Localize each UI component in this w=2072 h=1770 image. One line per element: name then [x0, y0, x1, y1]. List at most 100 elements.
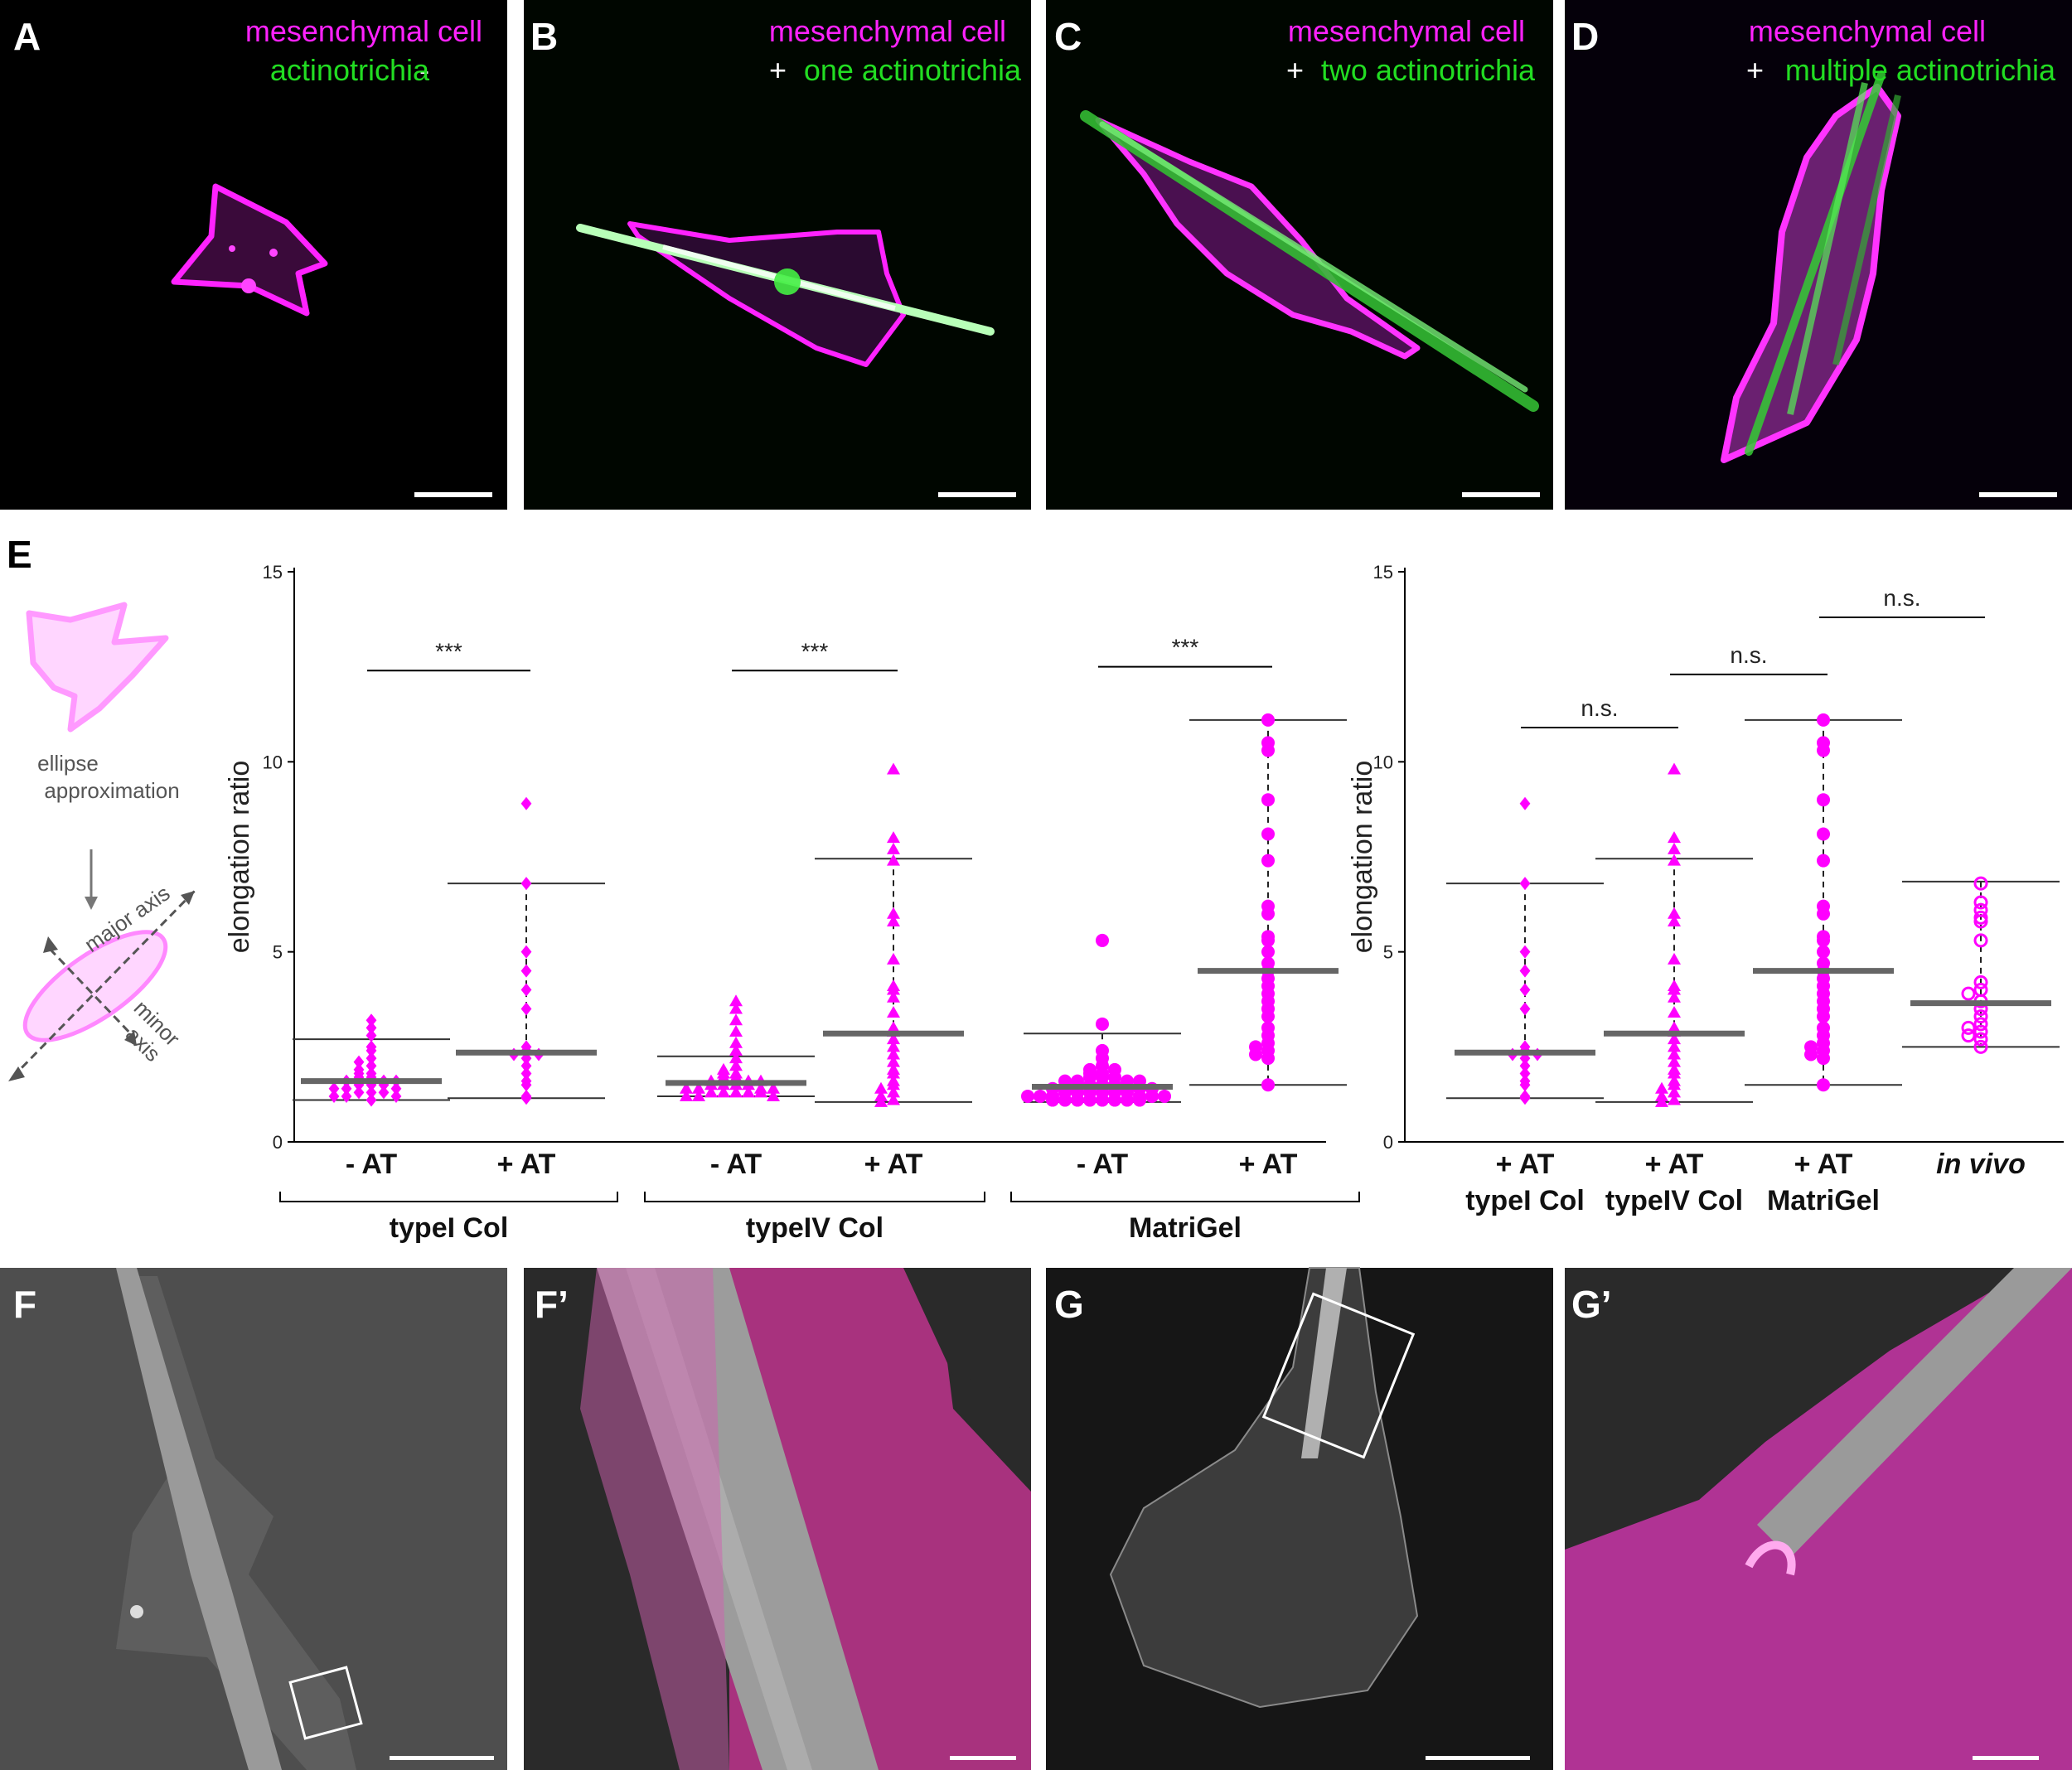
data-point: [520, 1078, 532, 1092]
data-point: [1973, 895, 1988, 910]
panel-g: G: [1046, 1267, 1553, 1770]
data-point: [1973, 1024, 1988, 1039]
data-point: [1058, 1093, 1072, 1107]
data-point: [341, 1081, 352, 1095]
data-point: [1655, 1081, 1668, 1094]
data-point: [1973, 933, 1988, 948]
data-point: [692, 1089, 705, 1101]
data-point: [1668, 831, 1681, 844]
data-point: [1261, 743, 1275, 757]
legend-cell-c: mesenchymal cell: [1288, 14, 1525, 48]
panel-letter-f: F: [13, 1283, 36, 1326]
panel-letter-b: B: [530, 15, 558, 58]
legend-cell-a: mesenchymal cell: [245, 14, 482, 48]
data-point: [1519, 945, 1531, 959]
major-axis-line: [11, 889, 196, 1079]
minor-axis-line: [48, 947, 134, 1037]
data-point: [366, 1059, 377, 1073]
legend-actinotrichia-a: actinotrichia: [270, 53, 430, 87]
data-point: [1145, 1089, 1159, 1103]
data-point: [1668, 952, 1681, 965]
data-point: [729, 1059, 743, 1071]
group-bracket: [1010, 1192, 1360, 1202]
panel-letter-e: E: [7, 533, 32, 576]
data-point: [887, 1032, 900, 1045]
y-axis-label: elongation ratio: [224, 761, 255, 954]
data-point: [729, 994, 743, 1007]
schematic-cell-icon: [26, 602, 169, 733]
data-point: [1668, 990, 1681, 1003]
legend-cell-b: mesenchymal cell: [769, 14, 1006, 48]
data-point: [366, 1071, 377, 1085]
data-point: [1817, 854, 1830, 868]
panel-f: F: [0, 1268, 507, 1770]
y-tick-label: 0: [1383, 1132, 1393, 1153]
data-point: [1261, 933, 1275, 947]
sem-fiber-g-prime: [1757, 1268, 2072, 1558]
data-point: [366, 1043, 377, 1057]
actinotrichia-c-1: [1080, 110, 1539, 412]
data-point: [887, 762, 900, 775]
data-point: [1668, 842, 1681, 854]
series-0-5: [1189, 713, 1347, 1092]
significance-label: n.s.: [1730, 642, 1767, 668]
data-point: [1519, 1002, 1531, 1016]
data-point: [366, 1052, 377, 1066]
scale-bar-d: [1979, 492, 2057, 497]
data-point: [1804, 1047, 1818, 1062]
data-point: [1519, 983, 1531, 997]
data-point: [1261, 1009, 1275, 1023]
data-point: [1261, 1052, 1275, 1066]
series-1-2: [1745, 713, 1902, 1092]
data-point: [520, 796, 532, 810]
data-point: [680, 1089, 693, 1101]
data-point: [887, 842, 900, 854]
data-point: [887, 907, 900, 919]
category-label: in vivo: [1936, 1149, 2026, 1180]
data-point: [1668, 854, 1681, 866]
data-point: [1973, 1009, 1988, 1024]
category-sublabel: MatriGel: [1767, 1185, 1880, 1216]
data-point: [1817, 793, 1830, 807]
legend-sign-b: +: [769, 53, 787, 87]
data-point: [1817, 1052, 1830, 1066]
data-point: [887, 1006, 900, 1018]
panel-a: A mesenchymal cell - actinotrichia: [0, 0, 507, 510]
data-point: [1519, 877, 1531, 891]
scale-bar-g: [1426, 1756, 1530, 1760]
data-point: [729, 1024, 743, 1037]
data-point: [680, 1081, 693, 1094]
data-point: [1973, 914, 1988, 929]
data-point: [1261, 793, 1275, 807]
chart-left: 0 5 10 15 elongation ratio - AT + AT - AT + AT - …: [224, 562, 1360, 1244]
data-point: [341, 1089, 352, 1103]
data-point: [887, 983, 900, 995]
data-point: [366, 1021, 377, 1035]
y-tick-label: 15: [263, 562, 283, 583]
data-point: [1817, 713, 1830, 727]
data-point: [1519, 964, 1531, 978]
data-point: [390, 1081, 402, 1095]
scale-bar-b: [938, 492, 1016, 497]
data-point: [1108, 1093, 1121, 1107]
data-point: [1071, 1093, 1084, 1107]
data-point: [366, 1086, 377, 1100]
data-point: [1096, 933, 1109, 947]
series-1-1: [1595, 762, 1753, 1107]
y-tick-label: 15: [1373, 562, 1393, 583]
data-point: [366, 1013, 377, 1028]
scale-bar-c: [1462, 492, 1540, 497]
series-1-3: [1902, 876, 2060, 1054]
scale-bar-g-prime: [1973, 1756, 2039, 1760]
data-point: [887, 1040, 900, 1052]
data-point: [1973, 974, 1988, 989]
category-label: - AT: [1077, 1149, 1129, 1180]
group-bracket: [279, 1192, 618, 1202]
data-point: [1668, 1055, 1681, 1067]
series-0-1: [448, 796, 605, 1105]
legend-actinotrichia-d: multiple actinotrichia: [1785, 53, 2056, 87]
data-point: [390, 1089, 402, 1103]
data-point: [1519, 1091, 1531, 1105]
category-label: + AT: [1794, 1149, 1853, 1180]
scale-bar-f-prime: [950, 1756, 1016, 1760]
